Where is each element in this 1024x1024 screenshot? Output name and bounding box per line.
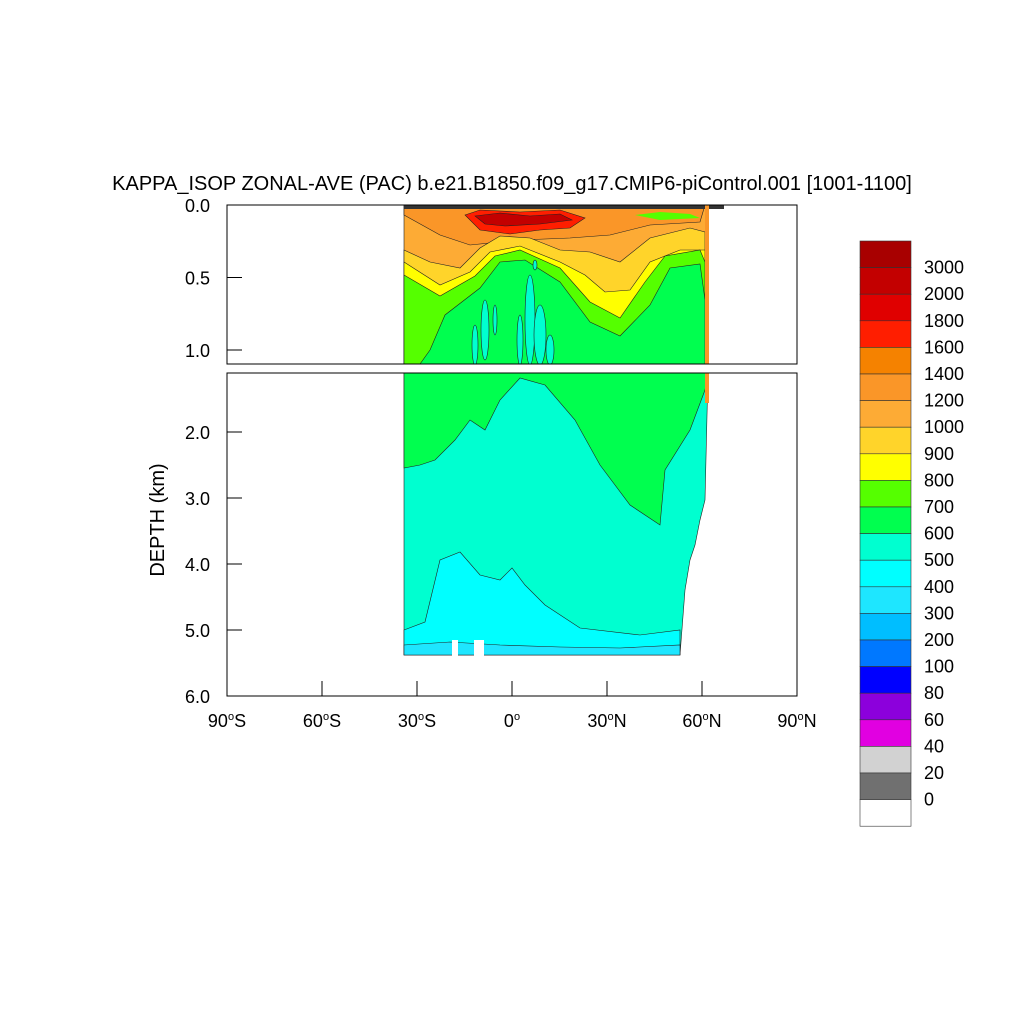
colorbar-label: 1600	[924, 337, 964, 357]
upper-panel-contours	[403, 205, 724, 364]
colorbar-swatch	[859, 613, 912, 641]
contour-300-400	[403, 641, 681, 656]
colorbar-label: 200	[924, 630, 954, 650]
x-tick-label: 60oN	[682, 711, 721, 731]
colorbar-label: 300	[924, 603, 954, 623]
colorbar-swatch	[859, 692, 912, 721]
colorbar-label: 500	[924, 550, 954, 570]
colorbar-label: 20	[924, 763, 944, 783]
colorbar-swatch	[859, 559, 912, 588]
y-tick-label: 0.0	[185, 196, 210, 216]
x-tick-label: 90oS	[208, 711, 246, 731]
colorbar-swatch	[859, 719, 912, 747]
colorbar-label: 700	[924, 497, 954, 517]
lower-panel-contours	[403, 373, 709, 656]
colorbar-label: 1200	[924, 391, 964, 411]
x-tick-label: 90oN	[777, 711, 816, 731]
colorbar-label: 900	[924, 444, 954, 464]
colorbar-swatch	[859, 347, 912, 375]
colorbar-label: 0	[924, 790, 934, 810]
colorbar-swatch	[859, 426, 912, 455]
y-tick-label: 0.5	[185, 269, 210, 289]
colorbar-swatch	[859, 639, 912, 667]
colorbar-swatch	[859, 480, 912, 508]
colorbar-swatch	[859, 666, 912, 694]
colorbar-label: 3000	[924, 258, 964, 278]
chart-title: KAPPA_ISOP ZONAL-AVE (PAC) b.e21.B1850.f…	[112, 173, 912, 195]
y-tick-label: 6.0	[185, 687, 210, 707]
y-tick-label: 2.0	[185, 423, 210, 443]
colorbar-swatch	[859, 533, 912, 561]
y-axis-label: DEPTH (km)	[147, 463, 169, 576]
colorbar-label: 1000	[924, 417, 964, 437]
surface-edge	[404, 205, 724, 209]
contour-600-700	[403, 373, 709, 526]
colorbar-label: 60	[924, 710, 944, 730]
colorbar-label: 80	[924, 683, 944, 703]
x-tick-label: 30oN	[587, 711, 626, 731]
contour-600-700	[419, 259, 706, 364]
colorbar-swatch	[859, 293, 912, 322]
colorbar-swatch	[859, 320, 912, 348]
colorbar-swatch	[859, 506, 912, 534]
colorbar-swatch	[859, 799, 912, 827]
y-tick-label: 3.0	[185, 489, 210, 509]
x-tick-label: 0o	[504, 711, 520, 731]
colorbar-swatch	[859, 746, 912, 774]
y-tick-label: 1.0	[185, 341, 210, 361]
y-tick-label: 5.0	[185, 621, 210, 641]
colorbar-label: 40	[924, 736, 944, 756]
colorbar-swatch	[859, 267, 912, 295]
colorbar-label: 1800	[924, 311, 964, 331]
colorbar: 3000200018001600140012001000900800700600…	[859, 240, 964, 827]
coastal-edge	[705, 373, 709, 403]
colorbar-label: 800	[924, 470, 954, 490]
colorbar-swatch	[859, 400, 912, 428]
colorbar-swatch	[859, 373, 912, 401]
colorbar-swatch	[859, 240, 912, 268]
colorbar-label: 600	[924, 524, 954, 544]
colorbar-label: 100	[924, 657, 954, 677]
contour-700-800-patch	[635, 212, 700, 220]
colorbar-swatch	[859, 586, 912, 614]
colorbar-label: 1400	[924, 364, 964, 384]
colorbar-label: 2000	[924, 284, 964, 304]
colorbar-swatch	[859, 772, 912, 800]
contour-500-600-streaks	[471, 259, 555, 364]
axes: 90oS 60oS 30oS 0o 30oN 60oN 90oN 0.0 0.5 1.0 2.0 3.…	[185, 196, 817, 731]
x-tick-label: 60oS	[303, 711, 341, 731]
colorbar-swatch	[859, 453, 912, 481]
x-tick-label: 30oS	[398, 711, 436, 731]
y-tick-label: 4.0	[185, 555, 210, 575]
missing-data-gap	[452, 640, 458, 656]
contour-2000-3000	[474, 212, 574, 227]
coastal-edge	[705, 205, 709, 364]
upper-panel-frame	[226, 204, 798, 365]
colorbar-label: 400	[924, 577, 954, 597]
missing-data-gap	[474, 640, 484, 656]
